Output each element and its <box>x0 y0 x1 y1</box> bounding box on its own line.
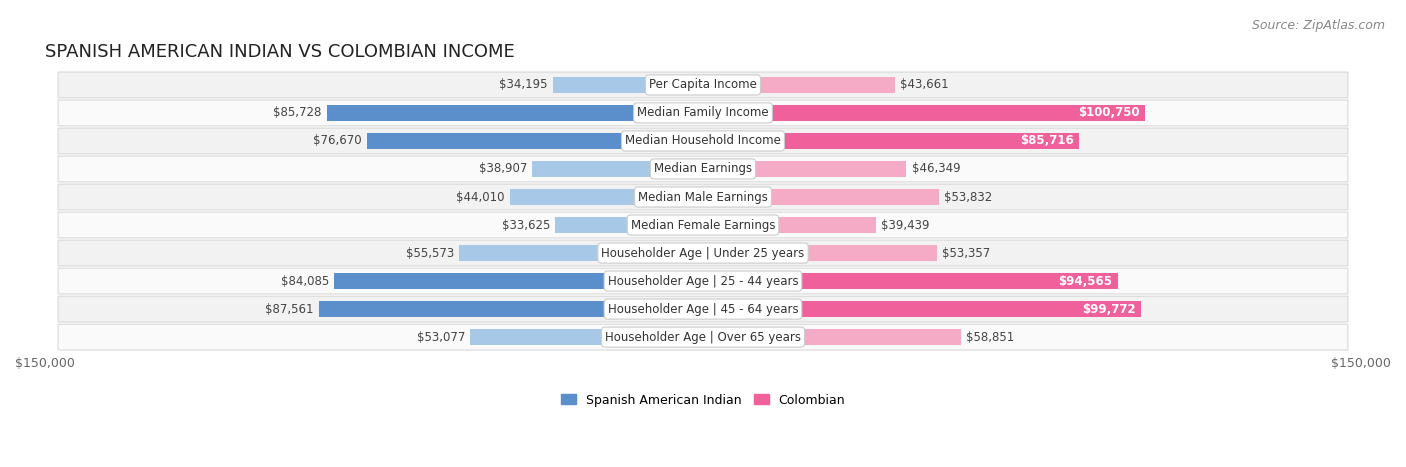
FancyBboxPatch shape <box>58 72 1348 98</box>
Text: $100,750: $100,750 <box>1078 106 1140 120</box>
FancyBboxPatch shape <box>58 184 1348 210</box>
FancyBboxPatch shape <box>58 296 1348 322</box>
Bar <box>703 217 876 233</box>
Text: $53,832: $53,832 <box>945 191 993 204</box>
Bar <box>703 105 1144 120</box>
Text: $33,625: $33,625 <box>502 219 550 232</box>
Bar <box>510 189 703 205</box>
Text: $46,349: $46,349 <box>911 163 960 176</box>
Bar <box>703 301 1140 317</box>
Text: $53,077: $53,077 <box>416 331 465 344</box>
Bar <box>335 273 703 289</box>
Bar <box>703 161 907 177</box>
Text: $85,716: $85,716 <box>1019 134 1074 148</box>
Text: $58,851: $58,851 <box>966 331 1015 344</box>
Text: $55,573: $55,573 <box>406 247 454 260</box>
Text: Householder Age | Under 25 years: Householder Age | Under 25 years <box>602 247 804 260</box>
Text: $84,085: $84,085 <box>281 275 329 288</box>
Text: Source: ZipAtlas.com: Source: ZipAtlas.com <box>1251 19 1385 32</box>
Bar <box>319 301 703 317</box>
Text: Householder Age | 45 - 64 years: Householder Age | 45 - 64 years <box>607 303 799 316</box>
Text: $87,561: $87,561 <box>266 303 314 316</box>
Bar <box>703 329 962 345</box>
FancyBboxPatch shape <box>58 212 1348 238</box>
Bar <box>553 77 703 92</box>
Text: Median Female Earnings: Median Female Earnings <box>631 219 775 232</box>
Text: $43,661: $43,661 <box>900 78 949 92</box>
Text: SPANISH AMERICAN INDIAN VS COLOMBIAN INCOME: SPANISH AMERICAN INDIAN VS COLOMBIAN INC… <box>45 43 515 61</box>
Bar <box>555 217 703 233</box>
Text: $85,728: $85,728 <box>273 106 322 120</box>
Bar <box>460 245 703 261</box>
Bar <box>328 105 703 120</box>
Bar <box>703 77 894 92</box>
Bar <box>703 273 1118 289</box>
Text: $76,670: $76,670 <box>312 134 361 148</box>
Text: Median Earnings: Median Earnings <box>654 163 752 176</box>
Text: $94,565: $94,565 <box>1059 275 1112 288</box>
Bar <box>470 329 703 345</box>
FancyBboxPatch shape <box>58 240 1348 266</box>
Text: Median Household Income: Median Household Income <box>626 134 780 148</box>
FancyBboxPatch shape <box>58 100 1348 126</box>
Text: $39,439: $39,439 <box>882 219 929 232</box>
Text: $99,772: $99,772 <box>1081 303 1136 316</box>
Bar <box>703 189 939 205</box>
FancyBboxPatch shape <box>58 268 1348 294</box>
Text: $34,195: $34,195 <box>499 78 548 92</box>
Bar <box>703 133 1078 149</box>
Text: $53,357: $53,357 <box>942 247 991 260</box>
FancyBboxPatch shape <box>58 156 1348 182</box>
FancyBboxPatch shape <box>58 324 1348 350</box>
Text: Householder Age | Over 65 years: Householder Age | Over 65 years <box>605 331 801 344</box>
Legend: Spanish American Indian, Colombian: Spanish American Indian, Colombian <box>561 394 845 406</box>
Text: Median Male Earnings: Median Male Earnings <box>638 191 768 204</box>
Text: $44,010: $44,010 <box>456 191 505 204</box>
Bar <box>703 245 936 261</box>
Text: Householder Age | 25 - 44 years: Householder Age | 25 - 44 years <box>607 275 799 288</box>
Text: $38,907: $38,907 <box>478 163 527 176</box>
Text: Per Capita Income: Per Capita Income <box>650 78 756 92</box>
FancyBboxPatch shape <box>58 128 1348 154</box>
Bar <box>533 161 703 177</box>
Text: Median Family Income: Median Family Income <box>637 106 769 120</box>
Bar <box>367 133 703 149</box>
